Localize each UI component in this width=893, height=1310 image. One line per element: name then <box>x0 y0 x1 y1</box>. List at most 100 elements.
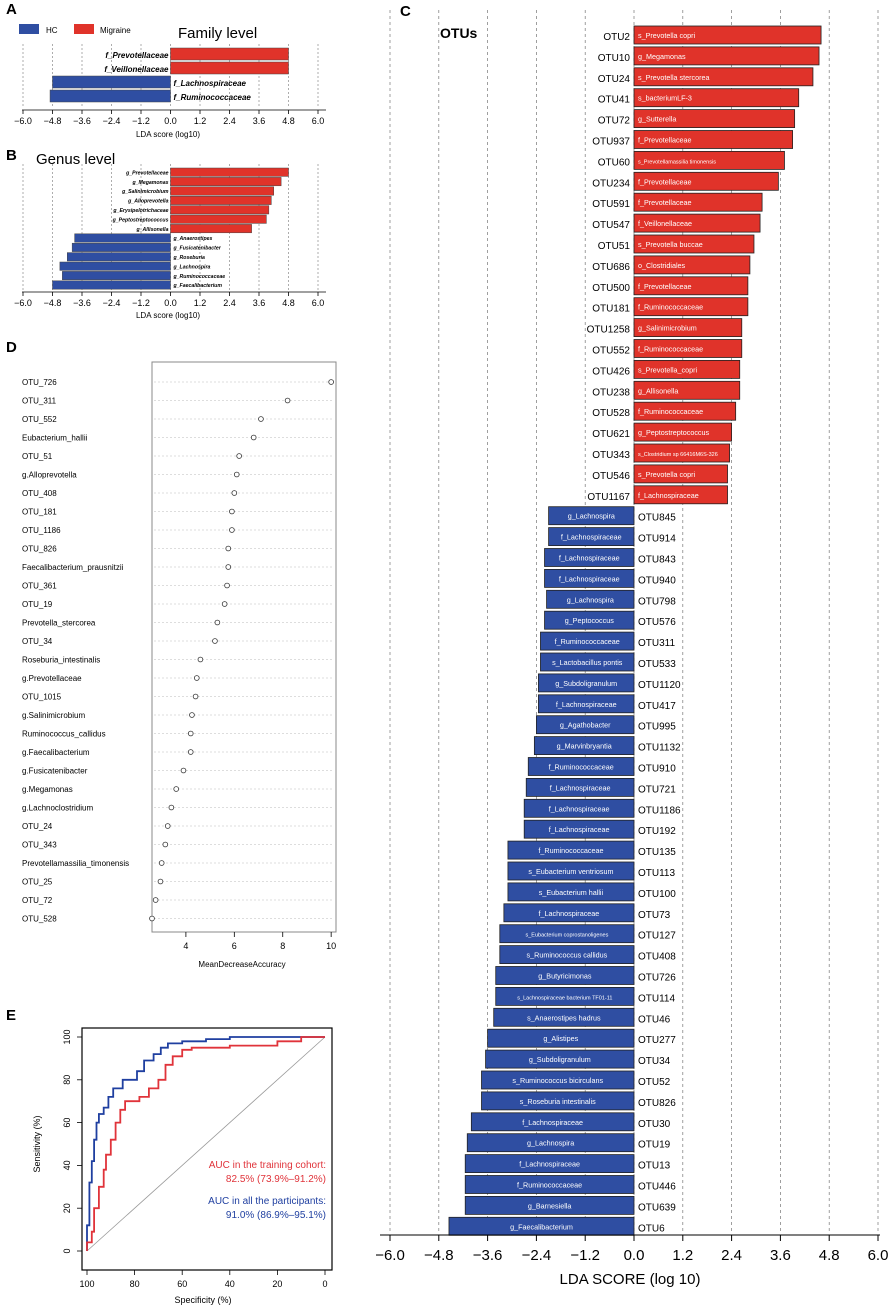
panel-c-taxon-label: s_Anaerostipes hadrus <box>527 1013 601 1022</box>
panel-c-taxon-label: f_Lachnospiraceae <box>556 700 617 709</box>
panel-c-taxon-label: s_Ruminococcus callidus <box>527 951 608 960</box>
panel-a-tick-label: 6.0 <box>312 116 325 126</box>
panel-c-otu-label: OTU135 <box>638 847 676 858</box>
panel-d-variable-label: Roseburia_intestinalis <box>22 656 100 665</box>
panel-c-otu-label: OTU127 <box>638 931 676 942</box>
panel-c-otu-label: OTU826 <box>638 1098 676 1109</box>
panel-c-taxon-label: f_Lachnospiraceae <box>549 804 610 813</box>
panel-c-bar <box>633 359 741 379</box>
panel-c-taxon-label: f_Lachnospiraceae <box>550 783 611 792</box>
panel-b-tick-label: 3.6 <box>253 298 266 308</box>
roc-curve-training-cohort <box>86 1036 325 1251</box>
panel-c-bar <box>464 1154 635 1173</box>
panel-e-y-tick-label: 20 <box>62 1203 72 1213</box>
panel-d-point <box>214 619 221 626</box>
panel-d-variable-label: g.Lachnoclostridium <box>22 804 93 813</box>
panel-c-otu-label: OTU639 <box>638 1202 676 1213</box>
panel-c-bar <box>538 673 635 693</box>
panel-c-bar <box>633 443 730 463</box>
panel-d-variable-label: g.Megamonas <box>22 785 73 794</box>
panel-a-bar <box>170 61 289 75</box>
panel-a-bar <box>170 47 289 61</box>
panel-d-variable-label: g.Fusicatenibacter <box>22 767 88 776</box>
legend-label-migraine: Migraine <box>100 26 131 35</box>
panel-c-otu-label: OTU843 <box>638 555 676 566</box>
panel-c-otu-label: OTU24 <box>598 74 631 85</box>
panel-b-bar <box>170 167 289 177</box>
panel-d-variable-label: OTU_1186 <box>22 526 61 535</box>
panel-b-genus-chart: Genus level g_Prevotellaceae g_Megamonasg… <box>14 151 326 320</box>
panel-d-point <box>258 416 264 422</box>
panel-e-x-tick-label: 60 <box>177 1279 187 1289</box>
panel-b-bar-label: g_Fusicatenibacter <box>173 246 222 252</box>
panel-e-y-tick-label: 80 <box>62 1075 72 1085</box>
panel-c-otu-label: OTU937 <box>592 137 630 148</box>
panel-d-x-label: MeanDecreaseAccuracy <box>198 960 285 969</box>
panel-b-bar-label: g_Faecalibacterium <box>173 283 223 289</box>
panel-letter-d: D <box>6 339 17 356</box>
panel-c-otu-label: OTU19 <box>638 1140 671 1151</box>
panel-a-tick-label: −6.0 <box>14 116 32 126</box>
panel-c-otu-label: OTU60 <box>598 157 631 168</box>
panel-e-y-tick-label: 60 <box>62 1118 72 1128</box>
panel-c-otu-label: OTU547 <box>592 220 630 231</box>
panel-c-taxon-label: f_Ruminococcaceae <box>538 846 603 855</box>
panel-d-point <box>158 860 165 866</box>
panel-c-taxon-label: f_Lachnospiraceae <box>561 533 622 542</box>
auc-all-line1: AUC in all the participants: <box>208 1196 326 1207</box>
panel-c-otu-label: OTU1132 <box>638 743 681 754</box>
panel-d-point <box>250 434 257 441</box>
panel-c-x-label: LDA SCORE (log 10) <box>560 1271 701 1288</box>
panel-c-taxon-label: f_Ruminococcaceae <box>638 407 703 416</box>
panel-d-point <box>225 564 232 570</box>
panel-b-bar <box>170 186 274 196</box>
panel-c-otu-label: OTU1167 <box>587 492 630 503</box>
panel-e-y-tick-label: 40 <box>62 1160 72 1170</box>
panel-c-otu-label: OTU1258 <box>587 325 631 336</box>
panel-c-taxon-label: s_Prevotella buccae <box>638 240 703 249</box>
panel-c-bar <box>633 46 820 66</box>
panel-c-bar <box>495 966 635 985</box>
panel-c-taxon-label: g_Peptococcus <box>565 616 615 625</box>
panel-c-taxon-label: s_Ruminococcus bicirculans <box>512 1076 603 1085</box>
panel-d-point <box>224 582 230 589</box>
panel-d-variable-label: g.Salinimicrobium <box>22 711 85 720</box>
panel-c-bar <box>481 1091 635 1111</box>
panel-c-otu-label: OTU533 <box>638 659 676 670</box>
panel-b-tick-label: 2.4 <box>223 298 236 308</box>
panel-c-bar <box>633 109 796 128</box>
panel-c-otu-label: OTU13 <box>638 1161 671 1172</box>
panel-letter-b: B <box>6 147 17 164</box>
panel-c-taxon-label: f_Lachnospiraceae <box>539 909 600 918</box>
panel-c-taxon-label: s_Prevotellamassilia timonensis <box>638 159 716 165</box>
panel-d-point <box>152 897 159 903</box>
panel-c-bar <box>464 1196 635 1215</box>
panel-d-point <box>149 915 155 922</box>
panel-c-otu-label: OTU721 <box>638 784 676 795</box>
panel-c-otu-label: OTU576 <box>638 617 676 628</box>
panel-c-taxon-label: g_Peptostreptococcus <box>638 428 710 437</box>
panel-e-x-tick-label: 20 <box>272 1279 282 1289</box>
panel-b-bar <box>170 177 282 187</box>
panel-c-otu-label: OTU10 <box>598 53 631 64</box>
panel-a-bar-label: f_Lachnospiraceae <box>174 79 247 88</box>
panel-d-variable-label: Faecalibacterium_prausnitzii <box>22 563 124 572</box>
panel-b-bar <box>170 214 267 224</box>
panel-a-bar <box>52 75 171 89</box>
panel-c-otu-label: OTU798 <box>638 596 676 607</box>
panel-c-bar <box>503 903 635 923</box>
panel-c-otu-label: OTU113 <box>638 868 675 879</box>
panel-c-bar <box>466 1133 635 1153</box>
panel-c-bar <box>633 213 761 233</box>
panel-c-taxon-label: s_Prevotella_copri <box>638 365 698 374</box>
panel-d-point <box>197 656 204 663</box>
panel-d-point <box>157 878 164 885</box>
panel-c-bar <box>633 67 814 87</box>
panel-e-frame <box>81 1027 333 1271</box>
panel-c-taxon-label: g_Lachnospira <box>567 595 614 604</box>
panel-c-otu-label: OTU417 <box>638 701 676 712</box>
panel-d-point <box>180 767 187 774</box>
panel-c-taxon-label: g_Lachnospira <box>568 512 615 521</box>
panel-letter-a: A <box>6 1 17 18</box>
panel-c-bar <box>633 422 732 442</box>
